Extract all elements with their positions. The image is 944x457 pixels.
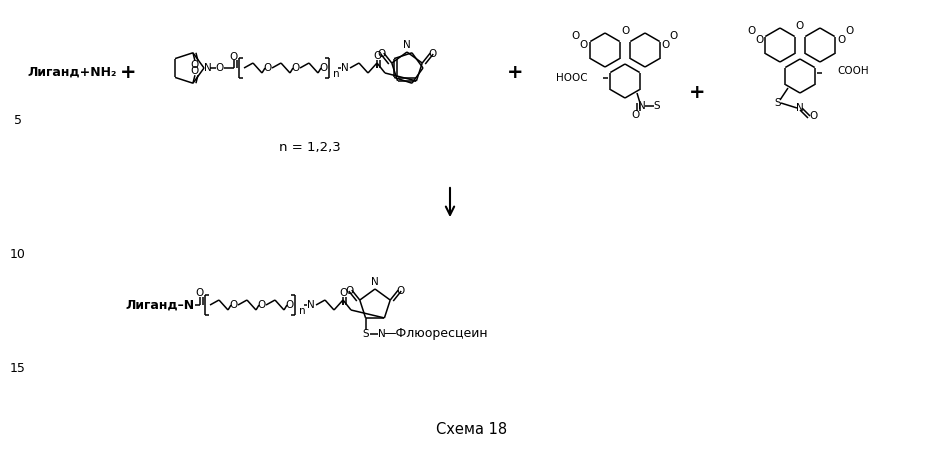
Text: O: O — [428, 49, 436, 59]
Text: O: O — [378, 49, 386, 59]
Text: O: O — [572, 31, 581, 41]
Text: O: O — [320, 63, 329, 73]
Text: O: O — [191, 60, 199, 70]
Text: S: S — [653, 101, 660, 111]
Text: N: N — [341, 63, 349, 73]
Text: 10: 10 — [10, 249, 25, 261]
Text: O: O — [191, 66, 199, 76]
Text: n: n — [298, 306, 305, 316]
Text: S: S — [362, 329, 369, 339]
Text: O: O — [346, 286, 354, 296]
Text: O: O — [258, 300, 266, 310]
Text: O: O — [340, 288, 348, 298]
Text: O: O — [374, 51, 382, 61]
Text: COOH: COOH — [837, 66, 868, 76]
Text: O: O — [845, 26, 853, 36]
Text: —Флюоресцеин: —Флюоресцеин — [383, 328, 488, 340]
Text: O: O — [230, 300, 238, 310]
Text: O: O — [621, 26, 629, 36]
Text: N: N — [638, 101, 646, 111]
Text: Лиганд+NH₂: Лиганд+NH₂ — [27, 65, 117, 79]
Text: O: O — [292, 63, 300, 73]
Text: 15: 15 — [10, 361, 25, 374]
Text: O: O — [631, 110, 639, 120]
Text: O: O — [747, 26, 755, 36]
Text: Схема 18: Схема 18 — [436, 423, 508, 437]
Text: N: N — [796, 103, 804, 113]
Text: HOOC: HOOC — [556, 73, 588, 83]
Text: S: S — [775, 98, 782, 108]
Text: O: O — [230, 52, 238, 62]
Text: N: N — [307, 300, 315, 310]
Text: N: N — [403, 40, 411, 50]
Text: N: N — [378, 329, 385, 339]
Text: O: O — [264, 63, 272, 73]
Text: n = 1,2,3: n = 1,2,3 — [279, 142, 341, 154]
Text: +: + — [507, 63, 523, 81]
Text: O: O — [755, 35, 763, 45]
Text: +: + — [120, 63, 136, 81]
Text: O: O — [810, 111, 818, 121]
Text: O: O — [396, 286, 404, 296]
Text: +: + — [689, 83, 705, 101]
Text: O: O — [216, 63, 224, 73]
Text: O: O — [837, 35, 845, 45]
Text: 5: 5 — [14, 113, 22, 127]
Text: O: O — [670, 31, 678, 41]
Text: O: O — [286, 300, 295, 310]
Text: O: O — [662, 40, 670, 50]
Text: N: N — [204, 63, 211, 73]
Text: N: N — [371, 277, 379, 287]
Text: O: O — [580, 40, 588, 50]
Text: O: O — [796, 21, 804, 31]
Text: Лиганд–N: Лиганд–N — [126, 298, 195, 312]
Text: O: O — [195, 288, 204, 298]
Text: n: n — [332, 69, 339, 79]
